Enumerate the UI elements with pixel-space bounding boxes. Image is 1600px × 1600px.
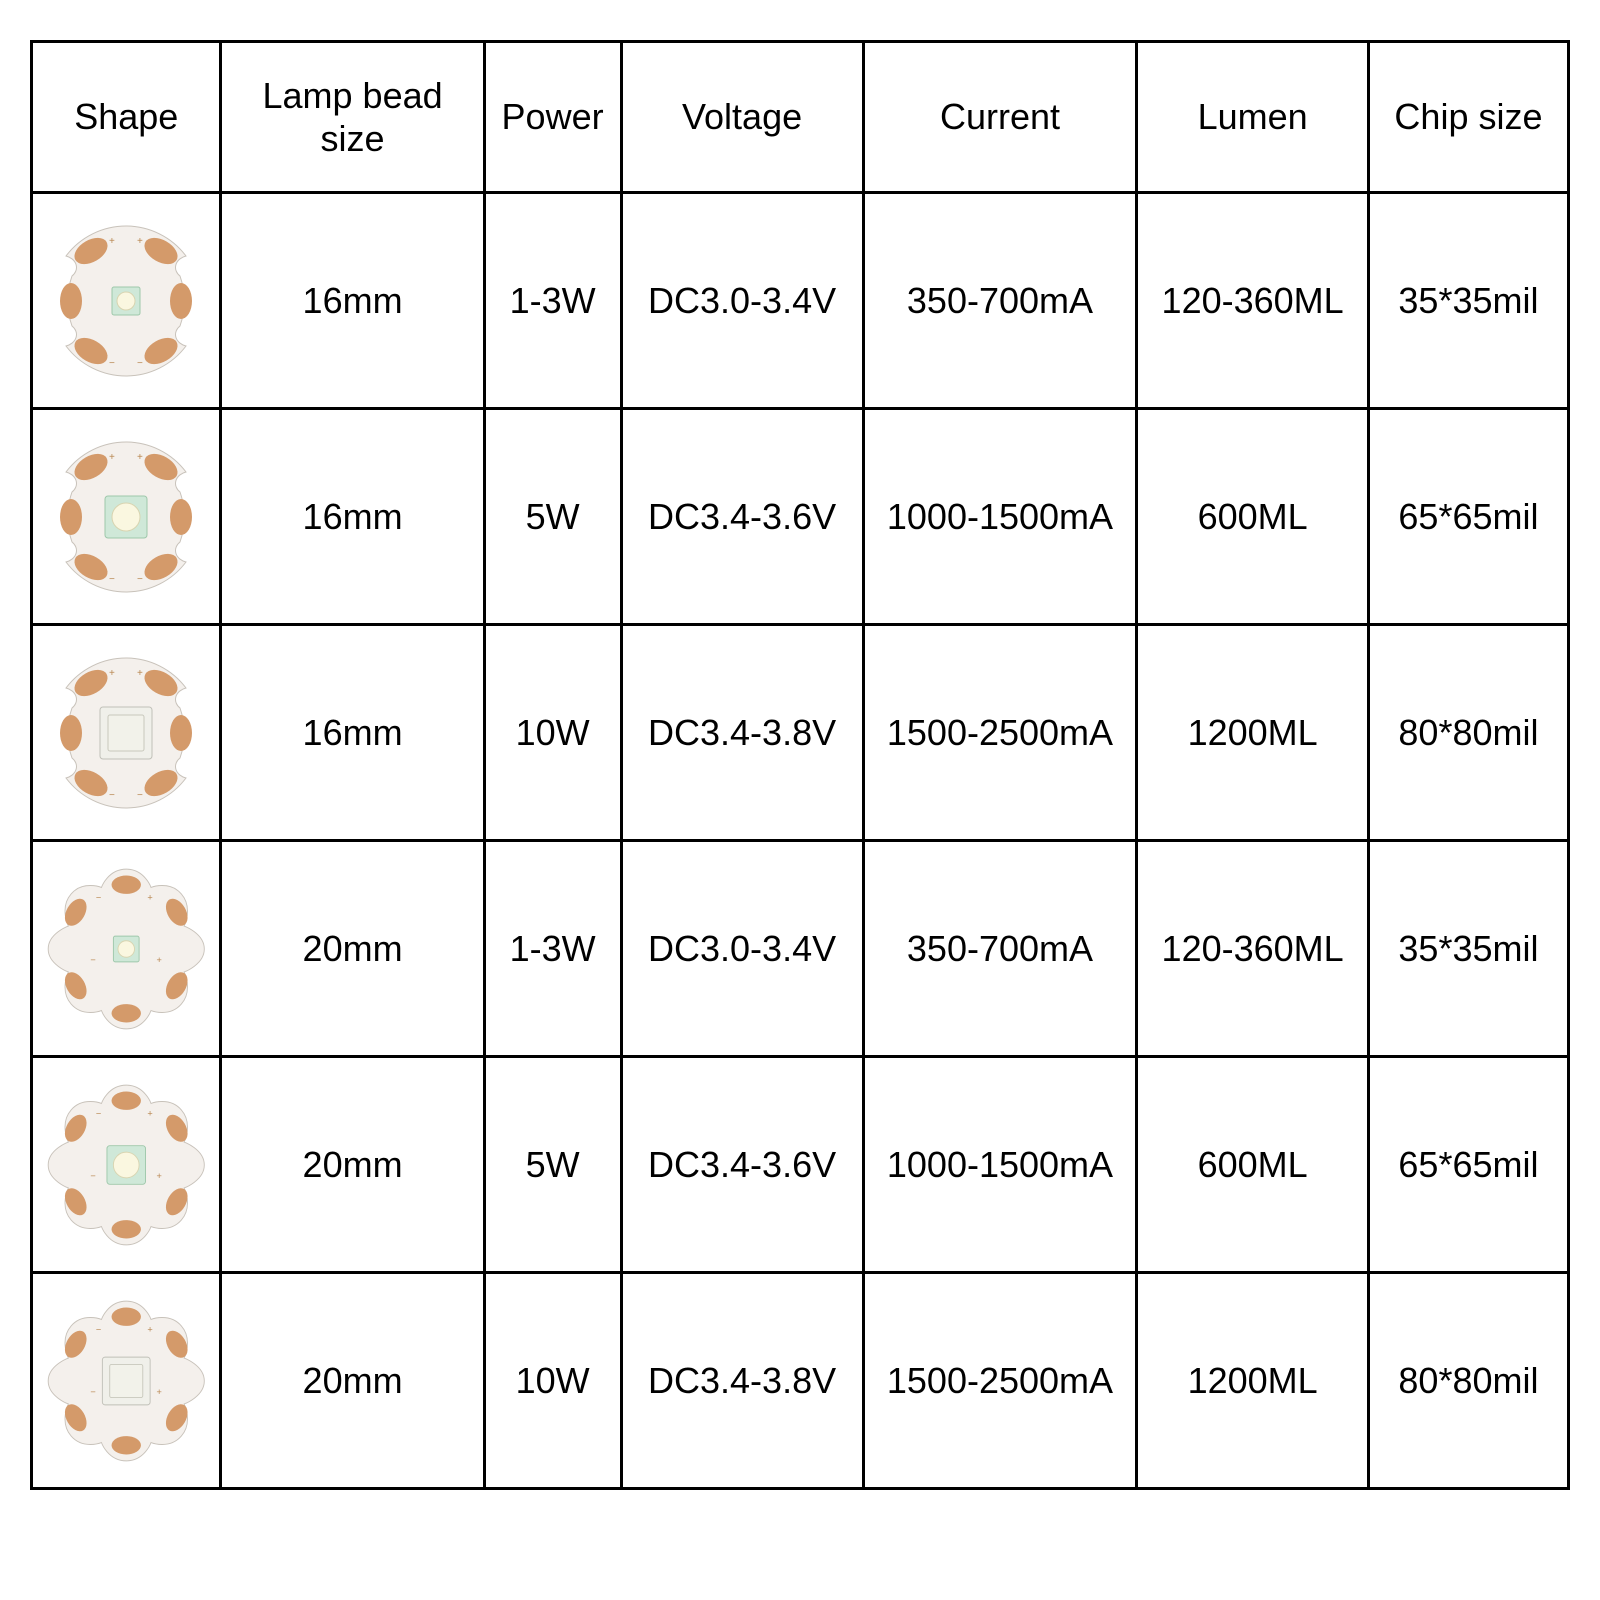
cell-chip: 65*65mil [1368, 409, 1568, 625]
cell-shape: + + − − [32, 193, 221, 409]
cell-voltage: DC3.4-3.8V [621, 625, 863, 841]
table-row: + + − − 16mm 5W DC3.4-3.6V 1000-1500mA 600… [32, 409, 1569, 625]
col-header-current: Current [863, 42, 1137, 193]
cell-shape: + + − − [32, 409, 221, 625]
svg-text:+: + [157, 954, 162, 964]
table-header-row: Shape Lamp bead size Power Voltage Curre… [32, 42, 1569, 193]
cell-chip: 65*65mil [1368, 1057, 1568, 1273]
cell-current: 350-700mA [863, 841, 1137, 1057]
led-star-icon: + + − − [39, 854, 213, 1044]
svg-text:+: + [137, 668, 143, 679]
cell-current: 1000-1500mA [863, 409, 1137, 625]
cell-current: 1500-2500mA [863, 625, 1137, 841]
col-header-power: Power [484, 42, 621, 193]
cell-shape: + + − − [32, 841, 221, 1057]
svg-text:+: + [109, 452, 115, 463]
cell-voltage: DC3.4-3.8V [621, 1273, 863, 1489]
cell-size: 20mm [221, 841, 484, 1057]
cell-lumen: 1200ML [1137, 625, 1369, 841]
svg-text:+: + [157, 1170, 162, 1180]
cell-lumen: 1200ML [1137, 1273, 1369, 1489]
cell-lumen: 600ML [1137, 1057, 1369, 1273]
cell-voltage: DC3.4-3.6V [621, 1057, 863, 1273]
page: Shape Lamp bead size Power Voltage Curre… [0, 0, 1600, 1600]
cell-size: 20mm [221, 1057, 484, 1273]
table-row: + + − − 16mm 1-3W DC3.0-3.4V 350-700mA 1 [32, 193, 1569, 409]
cell-voltage: DC3.0-3.4V [621, 841, 863, 1057]
svg-text:+: + [157, 1386, 162, 1396]
cell-power: 5W [484, 409, 621, 625]
cell-shape: + + − − [32, 1273, 221, 1489]
cell-voltage: DC3.0-3.4V [621, 193, 863, 409]
col-header-voltage: Voltage [621, 42, 863, 193]
cell-power: 1-3W [484, 193, 621, 409]
table-row: + + − − 16mm 10W DC3.4-3.8V 1500-2500mA 12… [32, 625, 1569, 841]
svg-text:−: − [109, 358, 115, 369]
col-header-size: Lamp bead size [221, 42, 484, 193]
cell-chip: 80*80mil [1368, 625, 1568, 841]
cell-current: 350-700mA [863, 193, 1137, 409]
svg-text:+: + [109, 668, 115, 679]
cell-lumen: 120-360ML [1137, 193, 1369, 409]
led-star-icon: + + − − [39, 1286, 213, 1476]
col-header-chip: Chip size [1368, 42, 1568, 193]
led-shape-round-large-white: + + − − [39, 630, 213, 835]
svg-text:+: + [147, 1324, 152, 1334]
cell-size: 16mm [221, 193, 484, 409]
led-round-icon: + + − − [41, 648, 211, 818]
led-spec-table: Shape Lamp bead size Power Voltage Curre… [30, 40, 1570, 1490]
led-shape-round-small-green: + + − − [39, 198, 213, 403]
table-row: + + − − 20mm 10W DC3.4-3.8V 1500-2500mA 12… [32, 1273, 1569, 1489]
cell-chip: 80*80mil [1368, 1273, 1568, 1489]
led-shape-star-small-green: + + − − [39, 846, 213, 1051]
svg-text:−: − [90, 1386, 95, 1396]
cell-power: 10W [484, 625, 621, 841]
svg-text:+: + [137, 452, 143, 463]
led-round-icon: + + − − [41, 216, 211, 386]
table-row: + + − − 20mm 1-3W DC3.0-3.4V 350-700mA 120… [32, 841, 1569, 1057]
cell-size: 20mm [221, 1273, 484, 1489]
col-header-shape: Shape [32, 42, 221, 193]
led-shape-round-med-green: + + − − [39, 414, 213, 619]
svg-text:−: − [96, 1324, 101, 1334]
cell-shape: + + − − [32, 1057, 221, 1273]
svg-text:−: − [96, 892, 101, 902]
led-shape-star-large-white: + + − − [39, 1278, 213, 1483]
cell-size: 16mm [221, 625, 484, 841]
svg-text:−: − [109, 790, 115, 801]
svg-text:+: + [147, 1108, 152, 1118]
cell-lumen: 600ML [1137, 409, 1369, 625]
svg-text:−: − [109, 574, 115, 585]
cell-lumen: 120-360ML [1137, 841, 1369, 1057]
svg-text:+: + [137, 236, 143, 247]
svg-text:+: + [147, 892, 152, 902]
svg-text:−: − [90, 954, 95, 964]
cell-current: 1000-1500mA [863, 1057, 1137, 1273]
cell-power: 1-3W [484, 841, 621, 1057]
svg-text:−: − [96, 1108, 101, 1118]
led-star-icon: + + − − [39, 1070, 213, 1260]
svg-text:−: − [137, 358, 143, 369]
cell-power: 10W [484, 1273, 621, 1489]
cell-voltage: DC3.4-3.6V [621, 409, 863, 625]
led-round-icon: + + − − [41, 432, 211, 602]
led-shape-star-med-green: + + − − [39, 1062, 213, 1267]
svg-text:−: − [90, 1170, 95, 1180]
cell-power: 5W [484, 1057, 621, 1273]
cell-chip: 35*35mil [1368, 193, 1568, 409]
cell-chip: 35*35mil [1368, 841, 1568, 1057]
col-header-lumen: Lumen [1137, 42, 1369, 193]
svg-text:−: − [137, 790, 143, 801]
cell-size: 16mm [221, 409, 484, 625]
cell-current: 1500-2500mA [863, 1273, 1137, 1489]
svg-text:+: + [109, 236, 115, 247]
cell-shape: + + − − [32, 625, 221, 841]
table-row: + + − − 20mm 5W DC3.4-3.6V 1000-1500mA 600… [32, 1057, 1569, 1273]
svg-text:−: − [137, 574, 143, 585]
